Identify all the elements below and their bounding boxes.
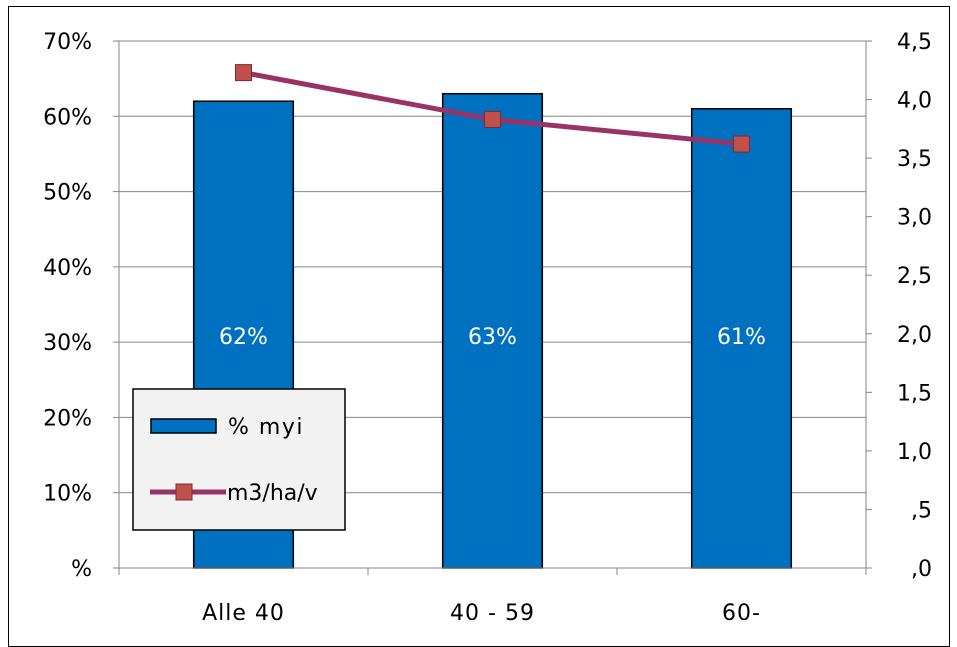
left-tick-label: 30%	[43, 331, 92, 356]
right-tick-label: 3,5	[897, 147, 932, 172]
left-tick-label: 60%	[43, 105, 92, 130]
right-tick-label: 2,5	[897, 264, 932, 289]
line-series	[235, 64, 750, 153]
legend: % myi m3/ha/v	[132, 388, 346, 531]
x-tick-label: 60-	[722, 601, 761, 626]
legend-line-label: m3/ha/v	[227, 481, 318, 506]
left-tick-label: 40%	[43, 256, 92, 281]
left-tick-label: %	[71, 557, 92, 582]
right-tick-label: 4,5	[897, 30, 932, 55]
right-tick-label: 2,0	[897, 323, 932, 348]
axes: % 10% 20% 30% 40% 50% 60% 70% ,0 ,5 1,0 1,5 2,0 2,5 3,…	[43, 30, 932, 626]
right-tick-label: 1,0	[897, 440, 932, 465]
legend-bar-swatch	[150, 418, 217, 434]
right-tick-label: ,5	[911, 498, 932, 523]
left-tick-label: 50%	[43, 181, 92, 206]
right-tick-label: 3,0	[897, 206, 932, 231]
legend-bar-label: % myi	[228, 415, 304, 440]
left-tick-label: 20%	[43, 406, 92, 431]
right-tick-label: ,0	[911, 557, 932, 582]
bar-data-label: 63%	[468, 325, 517, 350]
line-marker	[484, 110, 501, 128]
bar-data-label: 61%	[717, 325, 766, 350]
left-tick-label: 70%	[43, 30, 92, 55]
x-tick-label: Alle 40	[202, 601, 285, 626]
right-tick-label: 4,0	[897, 89, 932, 114]
x-tick-label: 40 - 59	[450, 601, 535, 626]
right-tick-label: 1,5	[897, 381, 932, 406]
legend-box	[132, 388, 346, 531]
left-tick-label: 10%	[43, 482, 92, 507]
legend-line-marker	[175, 483, 193, 501]
bar-data-label: 62%	[219, 325, 268, 350]
line-marker	[733, 135, 750, 153]
line-marker	[235, 64, 252, 82]
